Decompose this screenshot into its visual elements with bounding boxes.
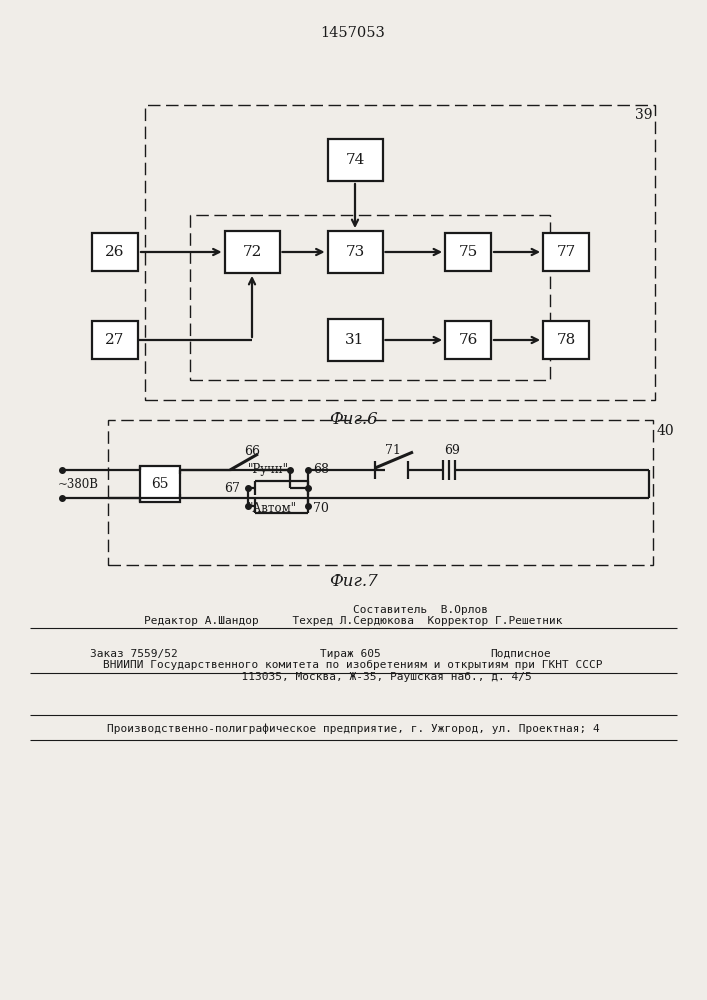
Text: Производственно-полиграфическое предприятие, г. Ужгород, ул. Проектная; 4: Производственно-полиграфическое предприя…	[107, 724, 600, 734]
Text: 76: 76	[458, 333, 478, 347]
Text: 66: 66	[244, 445, 260, 458]
Bar	[145, 105, 655, 400]
Text: ~380В: ~380В	[58, 478, 99, 490]
Text: 69: 69	[444, 444, 460, 457]
Bar	[543, 233, 589, 271]
Text: "Ручн": "Ручн"	[248, 463, 289, 476]
Bar	[327, 139, 382, 181]
Text: 113035, Москва, Ж-35, Раушская наб., д. 4/5: 113035, Москва, Ж-35, Раушская наб., д. …	[174, 672, 532, 682]
Text: ВНИИПИ Государственного комитета по изобретениям и открытиям при ГКНТ СССР: ВНИИПИ Государственного комитета по изоб…	[103, 660, 603, 670]
Text: 40: 40	[657, 424, 674, 438]
Text: Тираж 605: Тираж 605	[320, 649, 381, 659]
Text: Фиг.6: Фиг.6	[329, 412, 378, 428]
Bar	[225, 231, 279, 273]
Text: 68: 68	[313, 463, 329, 476]
Text: 27: 27	[105, 333, 124, 347]
Text: 73: 73	[346, 245, 365, 259]
Bar	[92, 233, 138, 271]
Bar	[445, 233, 491, 271]
Text: 75: 75	[458, 245, 478, 259]
Bar	[543, 321, 589, 359]
Text: "Автом": "Автом"	[248, 502, 297, 515]
Text: 39: 39	[634, 108, 652, 122]
Text: 78: 78	[556, 333, 575, 347]
Text: Подписное: Подписное	[490, 649, 551, 659]
Text: 31: 31	[345, 333, 365, 347]
Text: Заказ 7559/52: Заказ 7559/52	[90, 649, 177, 659]
Text: Фиг.7: Фиг.7	[329, 574, 378, 590]
Text: 72: 72	[243, 245, 262, 259]
Text: Составитель  В.Орлов: Составитель В.Орлов	[218, 605, 488, 615]
Bar	[108, 420, 653, 565]
Text: 71: 71	[385, 444, 401, 457]
Text: 77: 77	[556, 245, 575, 259]
Bar	[327, 231, 382, 273]
Text: 26: 26	[105, 245, 124, 259]
Text: 65: 65	[151, 477, 169, 491]
Text: 1457053: 1457053	[320, 26, 385, 40]
Bar	[445, 321, 491, 359]
Bar	[327, 319, 382, 361]
Bar	[92, 321, 138, 359]
Text: 67: 67	[224, 482, 240, 494]
Text: 74: 74	[345, 153, 365, 167]
Bar	[190, 215, 550, 380]
Text: 70: 70	[313, 502, 329, 515]
Text: Редактор А.Шандор     Техред Л.Сердюкова  Корректор Г.Решетник: Редактор А.Шандор Техред Л.Сердюкова Кор…	[144, 616, 562, 626]
Bar	[140, 466, 180, 502]
